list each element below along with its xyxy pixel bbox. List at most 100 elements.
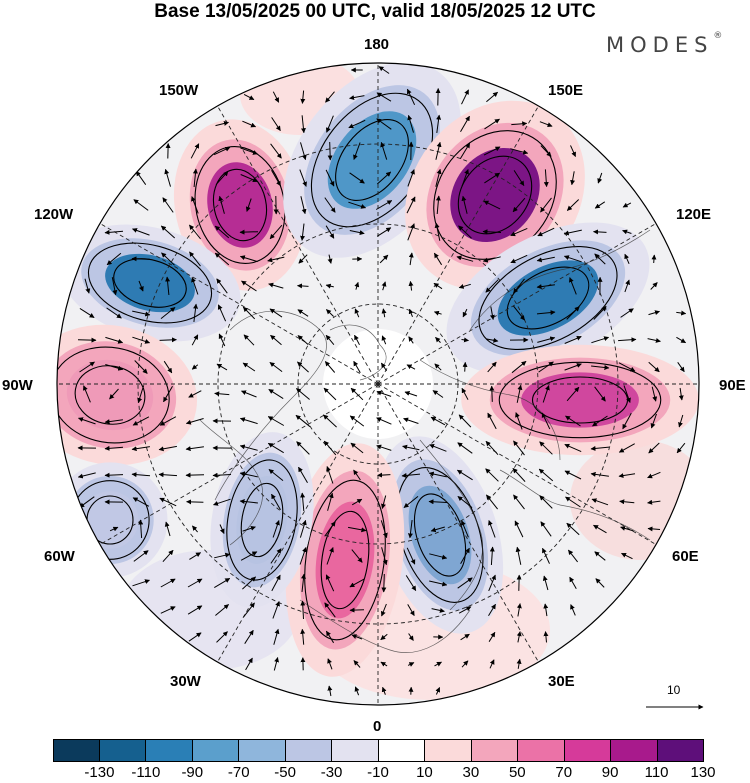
wind-arrow [271,493,281,511]
wind-arrow [406,88,416,106]
wind-arrow [565,415,581,427]
wind-arrow [564,363,582,371]
wind-arrow [376,444,392,451]
wind-arrow [193,303,199,322]
wind-arrow [430,416,446,426]
colorbar-swatch [518,739,565,761]
wind-arrow [165,276,171,296]
wind-arrow [131,446,150,452]
wind-arrow [354,308,360,318]
wind-arrow [381,495,387,509]
colorbar-tick-label: -110 [131,764,161,781]
wind-arrow [512,197,526,213]
wind-arrow [216,631,228,643]
wind-arrow [323,387,337,401]
wind-arrow [239,471,258,478]
wind-arrow [676,442,686,454]
wind-arrow [485,279,499,293]
wind-arrow [430,526,445,533]
wind-arrow [325,169,335,187]
wind-arrow [325,115,334,133]
wind-arrow [403,417,419,424]
wind-arrow [540,197,552,213]
wind-arrow [239,255,258,263]
wind-arrow [187,578,203,588]
wind-arrow [214,391,230,397]
wind-arrow [405,575,417,592]
wind-arrow [485,440,499,456]
wind-arrow [511,121,528,127]
wind-arrow [570,604,576,616]
meridian-line [212,383,379,671]
map-boundary [56,62,700,706]
wind-arrow [676,310,687,316]
wind-arrow [327,492,334,511]
wind-arrow [185,418,204,425]
wind-arrow [620,308,634,318]
wind-arrow [240,147,258,155]
wind-arrow [435,337,441,343]
wind-arrow [482,256,501,263]
wind-arrow [215,170,229,186]
coastline-segment [329,324,387,381]
wind-arrow [269,224,283,240]
wind-arrow [436,114,442,133]
wind-arrow [324,521,336,537]
wind-arrow [514,520,524,538]
wind-arrow [407,604,415,617]
wind-arrow [381,308,387,318]
wind-arrow [270,143,282,159]
wind-arrow [570,145,576,158]
wind-arrow [240,551,258,561]
wind-arrow [486,337,499,343]
lon-label-120e: 120E [676,206,712,223]
wind-arrow [538,361,554,373]
colorbar-swatch [657,739,703,761]
wind-arrow [536,284,555,290]
wind-arrow [299,547,307,565]
wind-arrow [650,282,658,290]
wind-arrow [457,577,473,589]
coastline-segment [299,599,471,653]
wind-arrow [268,388,284,400]
wind-arrow [242,576,256,590]
wind-arrow [488,631,496,642]
wind-arrow [270,548,282,564]
wind-arrow [79,307,95,319]
wind-arrow [353,142,361,160]
lon-label-30w: 30W [170,673,201,690]
coastline-segment [469,229,651,331]
wind-arrow [158,472,178,478]
wind-arrow [325,574,335,592]
wind-arrow [351,498,363,506]
wind-arrow [273,657,279,671]
wind-arrow [564,470,582,480]
wind-arrow [456,469,473,481]
wind-arrow [433,282,443,290]
wind-arrow [489,306,495,320]
colorbar-tick-label: -50 [274,764,296,781]
wind-arrow [135,170,147,185]
wind-arrow [483,146,501,156]
wind-arrow [407,662,415,667]
wind-arrow [429,444,447,452]
colorbar-swatch [99,739,146,761]
wind-arrow [353,469,361,481]
wind-arrow [159,337,177,343]
wind-arrow [192,168,198,188]
wind-arrow [349,578,365,588]
wind-arrow [650,413,657,429]
wind-arrow [325,225,335,239]
wind-arrow [376,227,392,237]
wind-arrow [543,603,549,617]
brand-name: MODES [606,33,714,57]
colorbar-tick-label: 10 [416,764,433,781]
wind-arrow [164,521,171,537]
wind-arrow [300,600,306,620]
wind-arrow [132,228,150,236]
wind-arrow [354,334,360,346]
wind-arrow [300,628,306,645]
wind-arrow [593,524,607,534]
wind-arrow [381,335,387,345]
wind-arrow [565,496,581,508]
